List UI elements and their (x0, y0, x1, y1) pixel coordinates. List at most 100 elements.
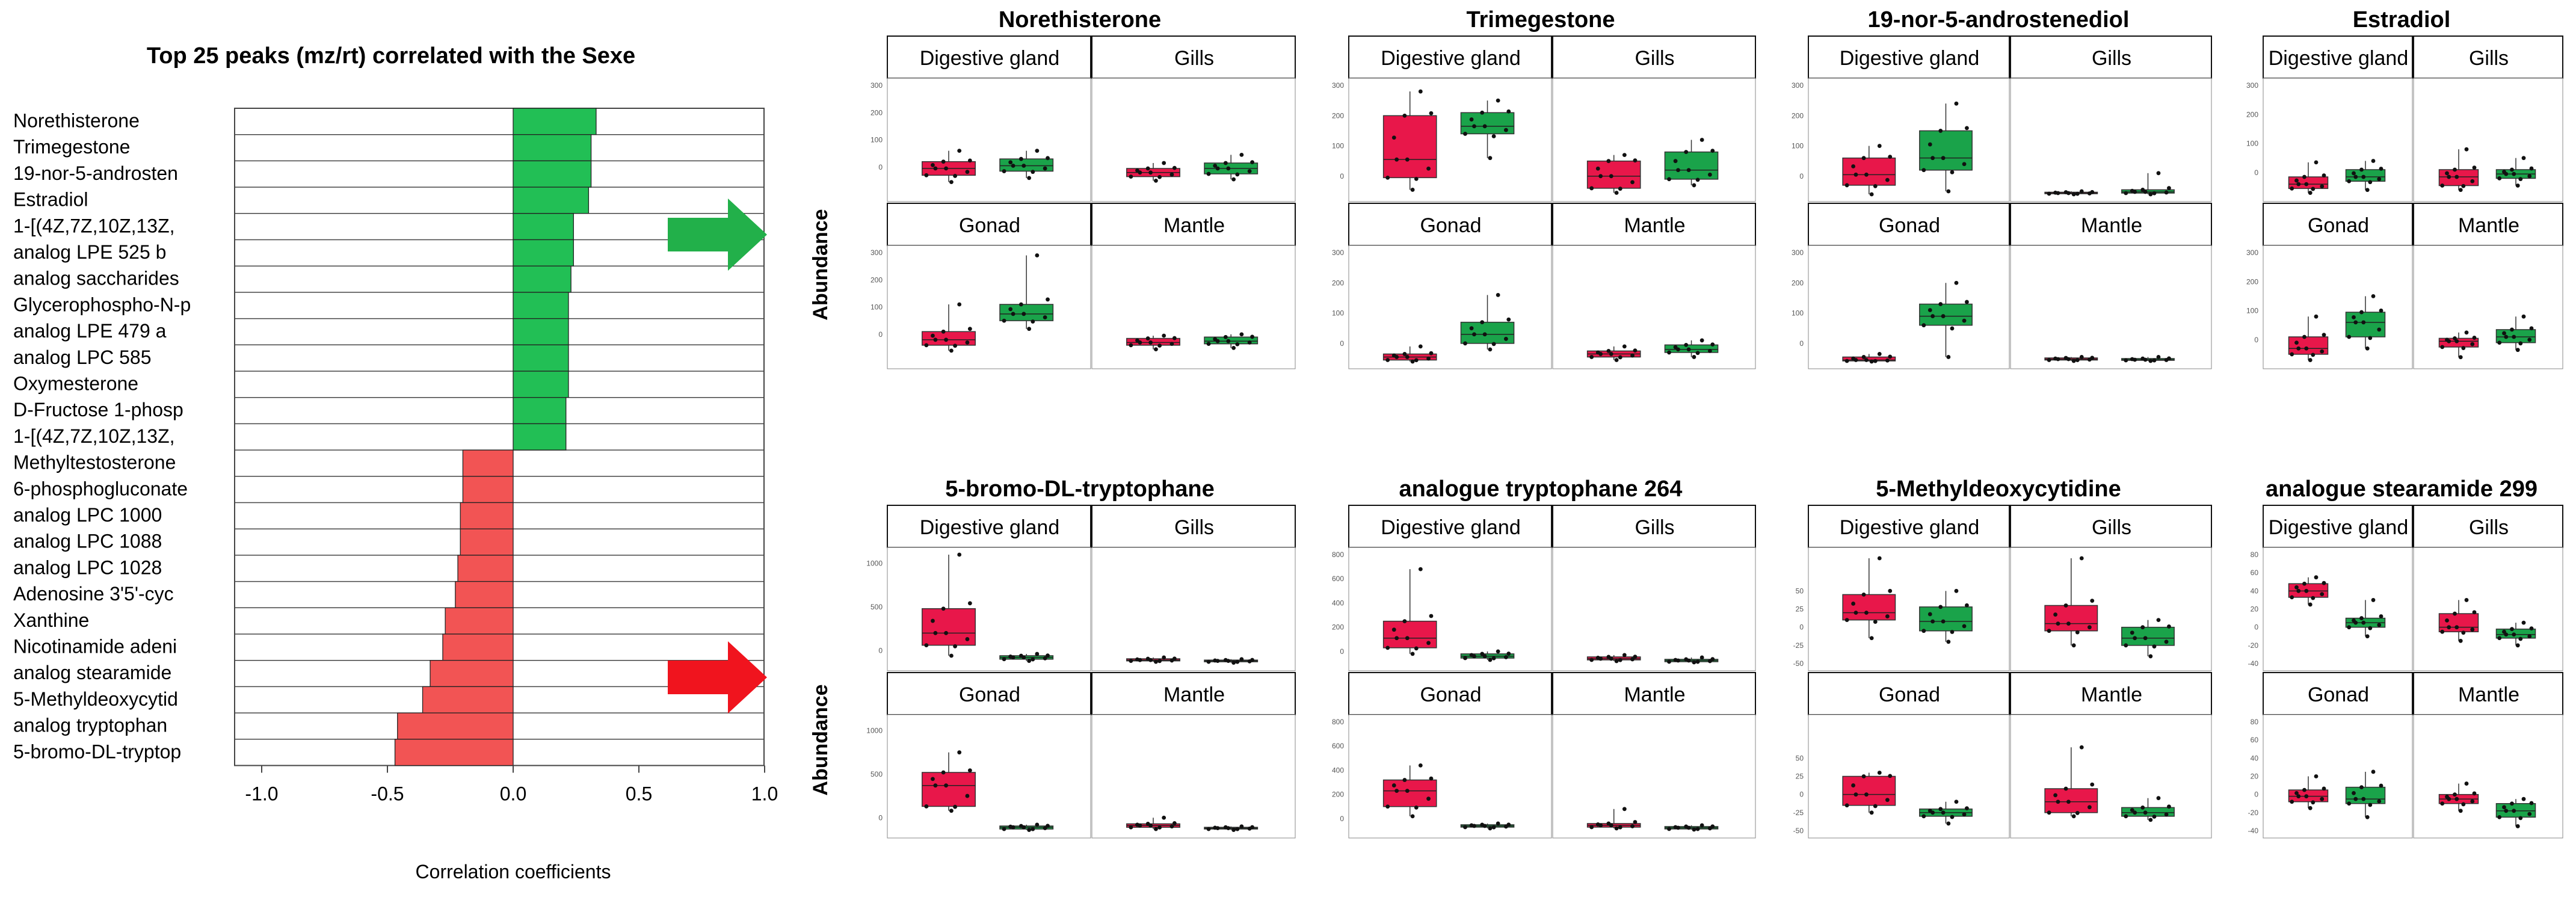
data-point (1162, 333, 1166, 338)
data-point (1630, 657, 1635, 662)
data-point (1630, 180, 1635, 185)
data-point (2143, 636, 2148, 641)
data-point (1469, 326, 1474, 331)
box-male (2345, 769, 2386, 819)
data-point (2359, 616, 2364, 620)
data-point (1873, 359, 1878, 363)
data-point (1673, 825, 1678, 830)
data-point (1021, 825, 1026, 830)
facet-strip (1348, 35, 1552, 79)
data-point (2156, 796, 2161, 801)
facet-label-gonad: Gonad (2308, 683, 2369, 706)
data-point (1673, 345, 1678, 350)
data-point (1614, 191, 1619, 195)
data-point (2518, 636, 2523, 641)
data-point (1172, 165, 1177, 170)
data-point (965, 340, 970, 345)
data-point (2075, 811, 2080, 815)
data-point (1226, 826, 1231, 831)
box-male (2345, 598, 2386, 639)
box-iqr (1382, 779, 1437, 807)
box-female (1126, 333, 1180, 352)
bar-label-23: analog tryptophan (13, 715, 167, 736)
data-point (2512, 809, 2516, 813)
data-point (2515, 824, 2520, 828)
data-point (2371, 294, 2376, 298)
data-point (2079, 556, 2084, 561)
data-point (1618, 355, 1622, 360)
y-tick-label: 20 (2251, 605, 2259, 614)
facet-strip (2263, 203, 2413, 246)
data-point (1231, 345, 1236, 350)
data-point (2063, 786, 2068, 791)
box-female (1586, 153, 1641, 195)
data-point (2497, 340, 2502, 345)
y-tick-label: 50 (1796, 587, 1804, 595)
facet-plot-area (1808, 547, 2010, 671)
data-point (1633, 158, 1638, 163)
data-point (2352, 618, 2356, 623)
data-point (2302, 581, 2306, 586)
box-chart-title: Estradiol (2353, 7, 2451, 32)
data-point (1472, 124, 1476, 129)
data-point (1002, 827, 1006, 831)
data-point (2502, 629, 2506, 634)
data-point (1410, 188, 1415, 192)
data-point (1410, 814, 1415, 819)
data-point (1676, 347, 1680, 352)
data-point (1844, 183, 1849, 188)
data-point (2472, 610, 2477, 615)
box-female (1382, 763, 1437, 819)
facet-plot-area (1091, 245, 1296, 369)
data-point (1429, 776, 1434, 781)
data-point (1250, 160, 1254, 165)
data-point (1469, 117, 1474, 122)
box-male (2495, 620, 2536, 648)
data-point (1402, 113, 1407, 118)
data-point (1673, 159, 1678, 164)
facet-plot-area (1552, 245, 1756, 369)
data-point (2130, 808, 2134, 813)
facet-strip (2413, 203, 2563, 246)
data-point (1888, 155, 1893, 159)
data-point (1391, 353, 1396, 358)
data-point (1851, 164, 1855, 168)
data-point (1622, 807, 1627, 812)
data-point (1172, 656, 1177, 661)
data-point (2308, 191, 2313, 195)
data-point (957, 302, 962, 307)
data-point (2130, 357, 2134, 362)
data-point (1950, 326, 1955, 331)
data-point (1589, 658, 1594, 662)
data-point (1231, 661, 1236, 665)
bar-label-24: 5-bromo-DL-tryptop (13, 741, 181, 762)
facet-label-gonad: Gonad (1879, 214, 1940, 237)
data-point (1667, 350, 1671, 355)
box-chart-title: 19-nor-5-androstenediol (1868, 7, 2130, 32)
facet-strip (1552, 203, 1756, 246)
facet-gonad: Gonad 0 100 200 300 (1332, 203, 1552, 369)
y-tick-label: 50 (1796, 754, 1804, 762)
bar-label-11: D-Fructose 1-phosp (13, 399, 183, 421)
data-point (1402, 619, 1407, 624)
data-point (2314, 575, 2319, 580)
data-point (2502, 170, 2506, 174)
data-point (1145, 166, 1150, 171)
data-point (1630, 824, 1635, 828)
data-point (2454, 339, 2459, 344)
data-point (933, 166, 938, 171)
data-point (1226, 339, 1231, 344)
y-tick-label: 200 (1332, 790, 1344, 799)
data-point (1633, 655, 1638, 659)
y-tick-label: 0 (2254, 623, 2258, 632)
bar-label-22: 5-Methyldeoxycytid (13, 688, 178, 710)
data-point (2124, 814, 2128, 819)
data-point (924, 804, 929, 809)
data-point (1506, 652, 1511, 656)
data-point (1250, 334, 1254, 339)
data-point (2053, 190, 2057, 195)
data-point (2365, 815, 2370, 819)
data-point (965, 637, 970, 641)
facet-digestive-gland: Digestive gland 0 200 400 600 800 (1332, 505, 1552, 671)
data-point (1426, 641, 1431, 645)
